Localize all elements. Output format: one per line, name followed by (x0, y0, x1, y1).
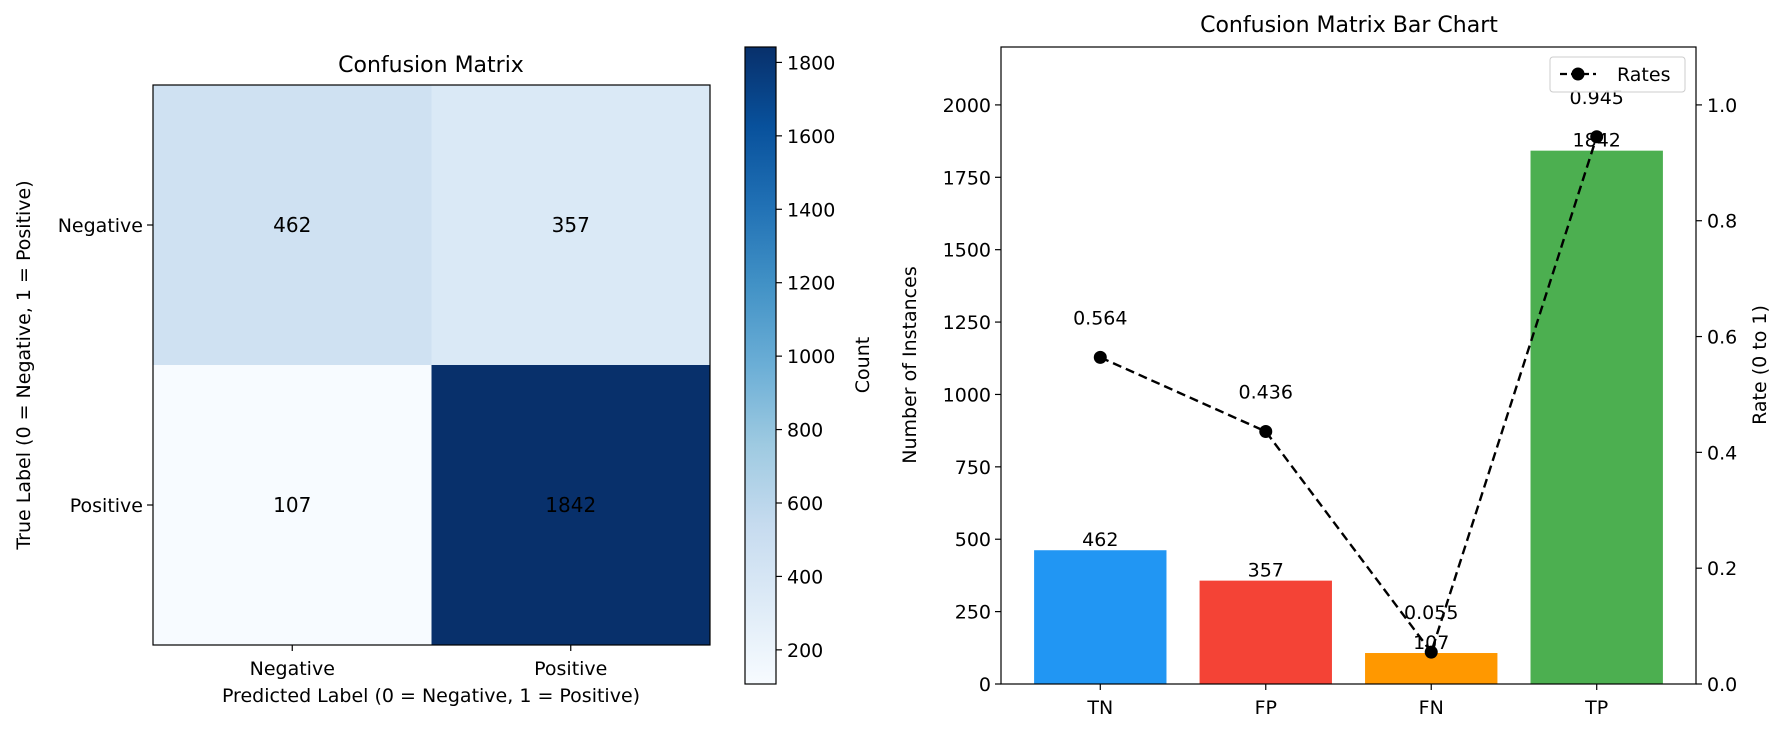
rate-marker (1590, 130, 1604, 144)
bar-x-tick-label: FP (1255, 697, 1277, 719)
bar-y-tick-label: 500 (955, 529, 991, 551)
bar-value-label: 357 (1248, 560, 1284, 582)
rate-y-axis-label: Rate (0 to 1) (1749, 305, 1771, 425)
heatmap-y-tick-label: Positive (70, 495, 143, 517)
heatmap-y-axis-label: True Label (0 = Negative, 1 = Positive) (13, 180, 35, 550)
colorbar-ticks: 200 400 600 800 1000 1200 1400 1600 1800 (776, 52, 835, 662)
bars (1034, 150, 1663, 684)
bar-fp (1199, 580, 1332, 684)
heatmap-title: Confusion Matrix (338, 53, 524, 78)
rate-marker (1424, 645, 1438, 659)
bar-y-axis-label: Number of Instances (899, 266, 921, 463)
legend-box (1549, 56, 1686, 93)
colorbar: 200 400 600 800 1000 1200 1400 1600 1800 Count (744, 46, 874, 685)
bar-y-tick-label: 1000 (943, 384, 991, 406)
bar-chart-title: Confusion Matrix Bar Chart (1200, 13, 1498, 38)
colorbar-tick-label: 400 (787, 566, 823, 588)
bar-tp (1530, 150, 1663, 684)
bar-y-tick-label: 0 (979, 674, 991, 696)
colorbar-tick-label: 800 (787, 420, 823, 442)
colorbar-label: Count (852, 337, 874, 393)
colorbar-tick-label: 1600 (787, 126, 835, 148)
colorbar-tick-label: 200 (787, 640, 823, 662)
bar-y-tick-label: 1750 (943, 167, 991, 189)
bar-value-label: 462 (1082, 529, 1118, 551)
bar-y-tick-label: 1250 (943, 312, 991, 334)
rate-y-tick-label: 0.8 (1707, 211, 1737, 233)
rate-value-label: 0.055 (1404, 602, 1458, 624)
rate-y-tick-label: 0.4 (1707, 442, 1737, 464)
colorbar-tick-label: 600 (787, 493, 823, 515)
colorbar-gradient (744, 46, 777, 685)
colorbar-tick-label: 1400 (787, 199, 835, 221)
heatmap-y-ticks: Negative Positive (58, 215, 153, 517)
legend-label-rates: Rates (1617, 64, 1670, 86)
heatmap-cell (431, 85, 711, 366)
heatmap-x-ticks: Negative Positive (250, 645, 607, 680)
rate-y-tick-label: 0.6 (1707, 327, 1737, 349)
rate-line (1099, 136, 1598, 655)
rate-marker (1259, 425, 1273, 439)
colorbar-tick-label: 1200 (787, 273, 835, 295)
bar-y-tick-label: 2000 (943, 95, 991, 117)
colorbar-tick-label: 1000 (787, 346, 835, 368)
bar-x-tick-label: TN (1086, 697, 1113, 719)
bar-value-label: 107 (1413, 632, 1449, 654)
rate-y-tick-label: 0.0 (1707, 674, 1737, 696)
legend: Rates (1549, 56, 1686, 93)
legend-marker-swatch (1571, 67, 1585, 81)
bar-x-tick-label: TP (1584, 697, 1608, 719)
heatmap-cells (153, 85, 711, 646)
heatmap-cell (153, 85, 432, 366)
heatmap-cell-value: 1842 (545, 493, 596, 517)
heatmap-x-axis-label: Predicted Label (0 = Negative, 1 = Posit… (222, 685, 640, 707)
colorbar-tick-label: 1800 (787, 52, 835, 74)
rate-line-series (1093, 130, 1604, 659)
heatmap-y-tick-label: Negative (58, 215, 143, 237)
rate-value-label: 0.436 (1239, 382, 1293, 404)
bar-x-ticks: TN FP FN TP (1086, 684, 1608, 719)
bar-tn (1034, 550, 1167, 684)
bar-y-ticks-left: 0 250 500 750 1000 1250 1500 1750 2000 (943, 95, 1001, 696)
heatmap-cell-value: 462 (273, 213, 311, 237)
bar-y-ticks-right: 0.0 0.2 0.4 0.6 0.8 1.0 (1696, 95, 1737, 696)
bar-chart-frame (1000, 46, 1697, 685)
bar-x-tick-label: FN (1419, 697, 1444, 719)
rate-value-label: 0.564 (1073, 307, 1127, 329)
confusion-matrix-panel: Confusion Matrix 462 357 107 1842 Negative P… (13, 53, 711, 707)
confusion-matrix-bar-chart-panel: Confusion Matrix Bar Chart 4623571071842… (899, 13, 1771, 719)
heatmap-x-tick-label: Negative (250, 658, 335, 680)
rate-marker (1093, 350, 1107, 364)
bar-y-tick-label: 1500 (943, 240, 991, 262)
heatmap-cell-value: 107 (273, 493, 311, 517)
heatmap-cell-value: 357 (552, 213, 590, 237)
heatmap-cell (153, 365, 432, 646)
bar-y-tick-label: 250 (955, 602, 991, 624)
bar-y-tick-label: 750 (955, 457, 991, 479)
rate-y-tick-label: 1.0 (1707, 95, 1737, 117)
heatmap-cell-labels: 462 357 107 1842 (273, 213, 596, 517)
rate-y-tick-label: 0.2 (1707, 558, 1737, 580)
heatmap-frame (152, 84, 711, 646)
heatmap-x-tick-label: Positive (534, 658, 607, 680)
heatmap-cell (431, 365, 711, 646)
